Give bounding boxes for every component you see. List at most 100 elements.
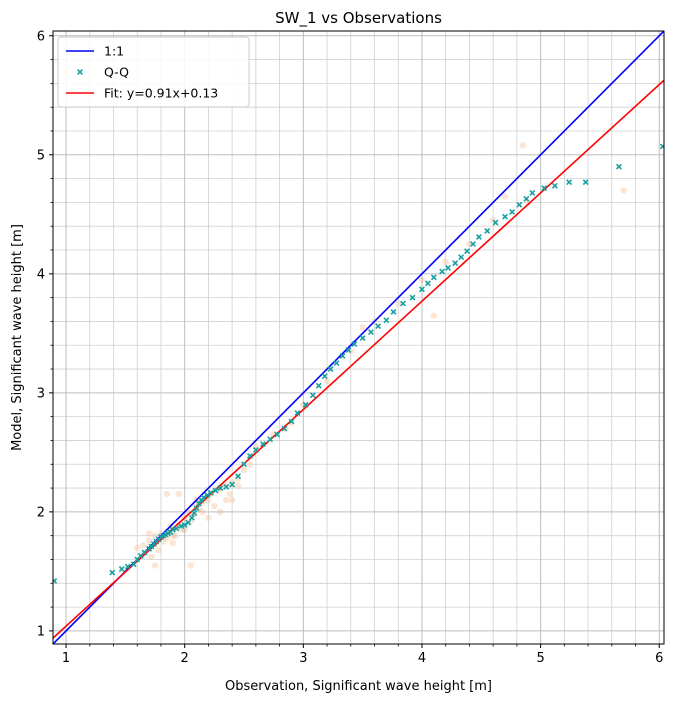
density-point	[620, 187, 627, 194]
qq-point	[118, 566, 125, 572]
qq-point	[327, 366, 334, 373]
qq-point	[400, 300, 406, 307]
qq-point	[424, 280, 431, 287]
qq-point	[541, 185, 548, 192]
one-to-one-line	[53, 31, 664, 644]
density-point	[139, 542, 147, 549]
qq-point	[351, 341, 358, 348]
qq-point	[458, 254, 465, 261]
y-tick-label: 6	[37, 29, 45, 44]
qq-point	[252, 447, 259, 453]
qq-point	[333, 360, 340, 367]
y-tick-label: 5	[37, 148, 45, 163]
density-point	[226, 490, 233, 498]
qq-point	[188, 514, 195, 521]
legend-swatch-qq	[77, 69, 83, 75]
density-point	[430, 312, 438, 319]
density-point	[160, 538, 167, 545]
x-tick-label: 3	[299, 651, 307, 666]
density-point	[240, 467, 248, 474]
qq-point	[492, 219, 499, 226]
qq-point	[267, 436, 274, 443]
qq-point	[181, 522, 188, 528]
qq-point	[309, 392, 316, 399]
qq-point	[185, 519, 192, 526]
qq-point	[207, 489, 214, 496]
qq-point	[246, 452, 253, 459]
qq-point	[339, 352, 346, 359]
x-tick-label: 4	[418, 651, 426, 666]
qq-point	[566, 179, 573, 186]
qq-point	[375, 323, 382, 330]
y-axis-label: Model, Significant wave height [m]	[10, 224, 25, 451]
qq-point	[383, 317, 390, 324]
fit-line	[53, 79, 664, 639]
y-tick-label: 3	[37, 386, 45, 401]
qq-point	[470, 241, 476, 248]
qq-point	[241, 461, 247, 468]
qq-point	[367, 329, 374, 336]
legend-label-fit: Fit: y=0.91x+0.13	[104, 86, 218, 101]
qq-point	[475, 233, 482, 240]
qq-point	[195, 500, 202, 507]
x-tick-label: 2	[181, 651, 189, 666]
legend: 1:1 Q-Q Fit: y=0.91x+0.13	[57, 36, 250, 108]
x-tick-label: 5	[536, 651, 544, 666]
qq-point	[345, 347, 352, 353]
legend-box	[57, 36, 250, 108]
qq-point	[200, 494, 207, 501]
qq-point	[390, 308, 397, 315]
qq-point	[551, 182, 558, 189]
qq-point	[529, 189, 536, 196]
qq-point	[193, 505, 200, 512]
qq-point	[430, 274, 437, 281]
y-tick-label: 1	[37, 624, 45, 639]
density-point	[145, 530, 153, 537]
density-point	[519, 142, 527, 149]
qq-point	[288, 418, 295, 425]
qq-point	[516, 201, 523, 208]
qq-point	[281, 425, 288, 432]
qq-point	[484, 228, 491, 234]
qq-point	[173, 525, 180, 532]
density-point	[223, 482, 230, 489]
qq-point	[315, 382, 322, 389]
legend-label-qq: Q-Q	[104, 65, 129, 80]
qq-point	[523, 195, 530, 202]
qq-point	[359, 335, 366, 342]
qq-point	[124, 563, 131, 570]
qq-point	[615, 163, 622, 170]
density-points	[134, 142, 627, 569]
density-point	[359, 324, 366, 331]
qq-point	[302, 401, 309, 408]
density-point	[145, 537, 153, 544]
qq-point	[204, 492, 211, 499]
qq-point	[260, 441, 266, 447]
qq-point	[409, 294, 416, 301]
qq-point	[502, 213, 508, 220]
density-point	[169, 539, 177, 547]
qq-point	[212, 487, 219, 494]
density-point	[187, 562, 194, 569]
qq-point	[582, 179, 589, 186]
qq-series	[53, 143, 664, 584]
x-tick-label: 6	[655, 651, 663, 666]
x-tick-label: 1	[62, 651, 70, 666]
qq-point	[439, 268, 446, 275]
qq-point	[321, 373, 328, 380]
density-point	[155, 546, 162, 554]
qq-point	[509, 208, 516, 215]
density-point	[175, 490, 182, 498]
qq-point	[109, 569, 116, 576]
density-point	[148, 553, 155, 561]
qq-point	[464, 248, 471, 255]
legend-label-one-to-one: 1:1	[104, 44, 124, 59]
qq-point	[217, 485, 224, 492]
qq-point	[191, 510, 198, 517]
density-point	[234, 482, 242, 489]
density-point	[190, 511, 198, 518]
qq-point	[235, 473, 242, 480]
density-point	[501, 193, 509, 200]
